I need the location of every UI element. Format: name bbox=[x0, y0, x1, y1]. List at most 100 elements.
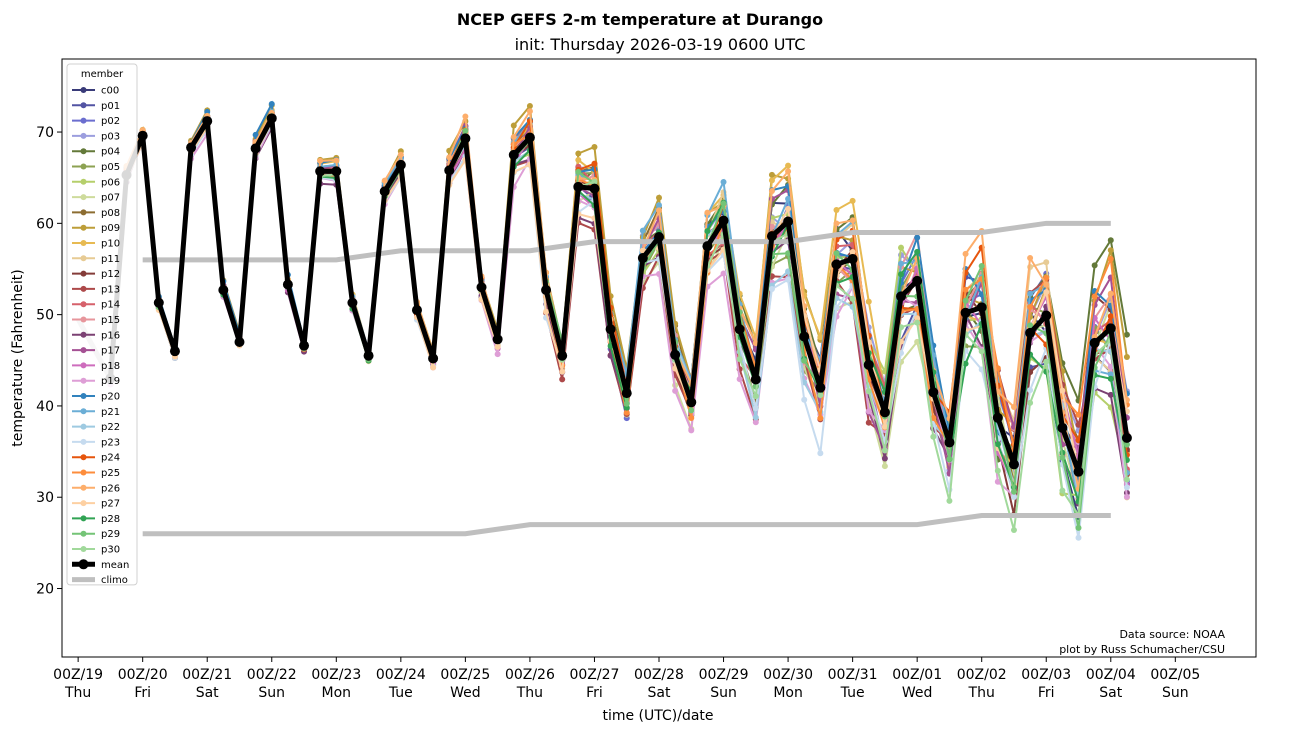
legend-title: member bbox=[81, 69, 124, 80]
x-tick-date: 00Z/01 bbox=[892, 667, 942, 683]
mean-point bbox=[1089, 337, 1100, 348]
x-tick-date: 00Z/26 bbox=[505, 667, 555, 683]
mean-point bbox=[589, 183, 600, 194]
legend-swatch-marker bbox=[80, 347, 87, 354]
x-axis-label: time (UTC)/date bbox=[602, 708, 713, 724]
x-tick-date: 00Z/04 bbox=[1086, 667, 1136, 683]
member-point bbox=[623, 409, 630, 416]
legend-label: c00 bbox=[101, 86, 119, 97]
member-point bbox=[849, 217, 856, 224]
member-point bbox=[446, 154, 453, 161]
member-point bbox=[768, 285, 775, 292]
legend-label: p23 bbox=[101, 437, 120, 448]
member-point bbox=[1075, 534, 1082, 541]
mean-point bbox=[266, 113, 277, 124]
member-point bbox=[639, 227, 646, 234]
legend-label: p04 bbox=[101, 147, 120, 158]
y-tick-label: 40 bbox=[36, 399, 54, 415]
mean-point bbox=[218, 284, 229, 295]
legend-swatch-marker bbox=[80, 362, 87, 369]
member-point bbox=[688, 407, 695, 414]
legend-swatch-marker bbox=[80, 377, 87, 384]
legend-swatch-marker bbox=[80, 255, 87, 262]
member-point bbox=[1107, 237, 1114, 244]
legend-item-p25: p25 bbox=[72, 468, 120, 479]
member-point bbox=[930, 433, 937, 440]
legend-label: p26 bbox=[101, 483, 120, 494]
member-point bbox=[268, 100, 275, 107]
legend-swatch-marker bbox=[78, 559, 89, 570]
member-point bbox=[559, 376, 566, 383]
chart-title: NCEP GEFS 2-m temperature at Durango bbox=[457, 10, 823, 29]
legend-item-p12: p12 bbox=[72, 269, 120, 280]
member-point bbox=[252, 131, 259, 138]
member-line bbox=[109, 112, 1128, 531]
mean-point bbox=[1057, 422, 1068, 433]
member-point bbox=[785, 195, 792, 202]
member-point bbox=[752, 393, 759, 400]
member-point bbox=[720, 270, 727, 277]
chart-subtitle: init: Thursday 2026-03-19 0600 UTC bbox=[515, 35, 806, 54]
legend-item-p23: p23 bbox=[72, 437, 120, 448]
mean-line bbox=[107, 115, 1130, 475]
mean-point bbox=[573, 181, 584, 192]
member-point bbox=[817, 334, 824, 341]
member-series-p01 bbox=[107, 118, 1130, 490]
mean-point bbox=[928, 387, 939, 398]
mean-point bbox=[331, 166, 342, 177]
legend-swatch-marker bbox=[80, 331, 87, 338]
legend-label: p12 bbox=[101, 269, 120, 280]
member-point bbox=[865, 408, 872, 415]
member-point bbox=[1123, 493, 1130, 500]
member-point bbox=[865, 298, 872, 305]
mean-point bbox=[153, 297, 164, 308]
member-point bbox=[720, 200, 727, 207]
member-point bbox=[768, 171, 775, 178]
mean-point bbox=[605, 324, 616, 335]
member-point bbox=[994, 478, 1001, 485]
member-point bbox=[1123, 484, 1130, 491]
legend-item-p02: p02 bbox=[72, 116, 120, 127]
member-point bbox=[1075, 524, 1082, 531]
y-tick-label: 50 bbox=[36, 308, 54, 324]
member-point bbox=[914, 234, 921, 241]
member-point bbox=[526, 108, 533, 115]
member-line bbox=[109, 111, 1128, 457]
member-point bbox=[575, 168, 582, 175]
x-tick-date: 00Z/22 bbox=[247, 667, 297, 683]
legend-label: p03 bbox=[101, 131, 120, 142]
member-point bbox=[1123, 353, 1130, 360]
x-tick-day: Sat bbox=[196, 685, 219, 701]
member-point bbox=[962, 286, 969, 293]
member-point bbox=[994, 441, 1001, 448]
member-series-p27 bbox=[107, 118, 1130, 489]
x-tick-day: Mon bbox=[773, 685, 803, 701]
legend-label: p20 bbox=[101, 392, 120, 403]
legend-label: p25 bbox=[101, 468, 120, 479]
member-point bbox=[849, 249, 856, 256]
member-point bbox=[1059, 487, 1066, 494]
plot-credit-note: plot by Russ Schumacher/CSU bbox=[1059, 643, 1225, 656]
member-point bbox=[559, 368, 566, 375]
legend-item-p10: p10 bbox=[72, 239, 120, 250]
legend-label: climo bbox=[101, 575, 128, 586]
legend-item-p29: p29 bbox=[72, 529, 120, 540]
legend-item-p30: p30 bbox=[72, 545, 120, 556]
mean-point bbox=[363, 350, 374, 361]
legend-label: p22 bbox=[101, 422, 120, 433]
member-point bbox=[736, 376, 743, 383]
member-point bbox=[317, 157, 324, 164]
member-series-c00 bbox=[107, 110, 1130, 521]
mean-point bbox=[395, 159, 406, 170]
member-point bbox=[914, 248, 921, 255]
legend-swatch-marker bbox=[80, 102, 87, 109]
member-point bbox=[1043, 281, 1050, 288]
mean-point bbox=[508, 149, 519, 160]
mean-point bbox=[799, 331, 810, 342]
x-tick-day: Sun bbox=[258, 685, 285, 701]
legend-item-p01: p01 bbox=[72, 101, 120, 112]
x-tick-day: Thu bbox=[64, 685, 91, 701]
x-tick-date: 00Z/02 bbox=[957, 667, 1007, 683]
legend-label: p18 bbox=[101, 361, 120, 372]
member-point bbox=[1043, 358, 1050, 365]
